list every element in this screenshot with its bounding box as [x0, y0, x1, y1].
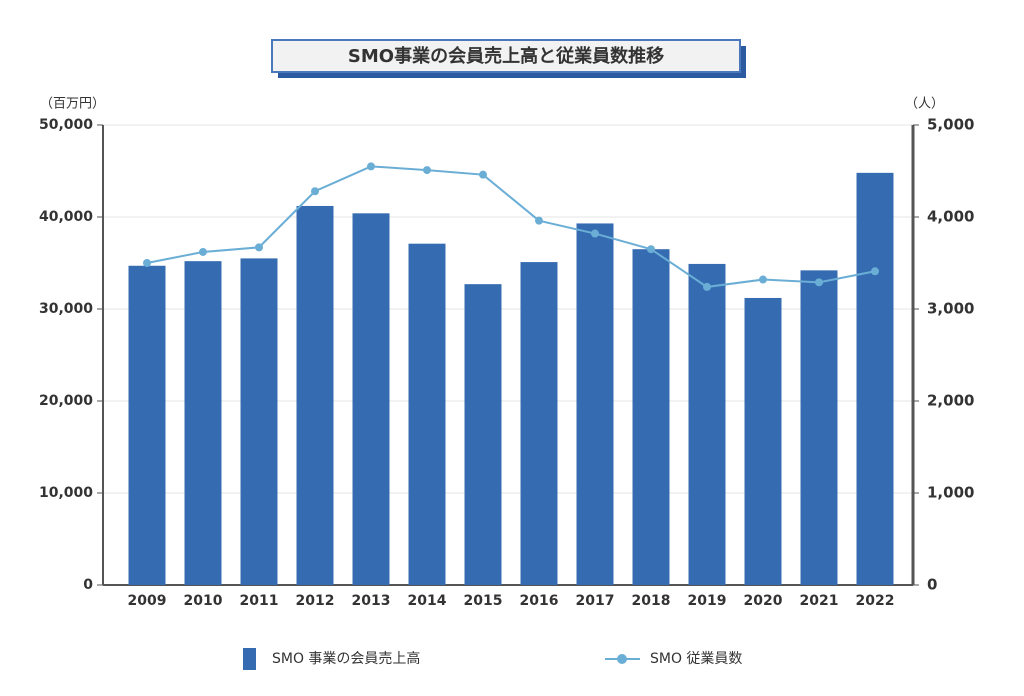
bar: [184, 261, 222, 585]
x-tick-label: 2022: [856, 593, 895, 609]
bar: [296, 205, 334, 585]
x-tick-label: 2012: [296, 593, 335, 609]
y-tick-label: 50,000: [39, 117, 93, 133]
x-tick-label: 2019: [688, 593, 727, 609]
line-point: [871, 267, 879, 276]
y2-tick-label: 2,000: [927, 392, 974, 410]
bar: [744, 297, 782, 585]
y-tick-label: 30,000: [39, 301, 93, 317]
line-point: [479, 170, 487, 179]
line: [146, 165, 876, 288]
legend-label: SMO 従業員数: [650, 651, 742, 667]
line-point: [535, 216, 543, 225]
legend-label: SMO 事業の会員売上高: [272, 650, 420, 667]
line-point: [143, 259, 151, 267]
title-box: [271, 39, 741, 73]
line-point: [647, 245, 655, 254]
x-tick-label: 2021: [800, 593, 839, 609]
bar: [352, 213, 390, 585]
x-tick-label: 2018: [632, 593, 671, 609]
x-tick-label: 2010: [184, 593, 223, 609]
y2-tick-label: 4,000: [927, 208, 974, 226]
y2-axis-label: （人）: [905, 97, 944, 112]
y-tick-label: 0: [83, 577, 93, 593]
x-tick-label: 2017: [576, 593, 615, 609]
line-point: [367, 162, 375, 171]
bar: [520, 262, 558, 585]
y2-tick-label: 1,000: [927, 484, 974, 502]
bar: [856, 172, 894, 585]
line-point: [255, 243, 263, 252]
x-tick-label: 2016: [520, 593, 559, 609]
line-point: [759, 275, 767, 284]
line-point: [311, 187, 319, 196]
x-tick-label: 2011: [240, 593, 279, 609]
bar: [688, 263, 726, 585]
bar: [800, 270, 838, 585]
line-point: [199, 247, 207, 256]
line-point: [423, 166, 431, 175]
bar: [128, 265, 166, 585]
bar: [464, 284, 502, 585]
y-tick-label: 20,000: [39, 393, 93, 409]
y-tick-label: 40,000: [39, 209, 93, 225]
y2-tick-label: 3,000: [927, 300, 974, 318]
bar: [408, 243, 446, 585]
chart-title: SMO事業の会員売上高と従業員数推移: [348, 45, 664, 67]
line-point: [591, 229, 599, 238]
y2-tick-label: 5,000: [927, 116, 974, 134]
bar: [632, 249, 670, 585]
x-tick-label: 2013: [352, 593, 391, 609]
x-tick-label: 2014: [408, 593, 447, 609]
bar: [576, 223, 614, 585]
y2-tick-label: 0: [927, 576, 937, 594]
line-point: [703, 282, 711, 291]
x-tick-label: 2009: [128, 593, 167, 609]
y-axis-label: （百万円）: [40, 97, 105, 112]
y-tick-label: 10,000: [39, 485, 93, 501]
legend-swatch: [617, 654, 627, 664]
x-tick-label: 2015: [464, 593, 503, 609]
bar: [240, 258, 278, 585]
line-point: [815, 278, 823, 287]
x-tick-label: 2020: [744, 593, 783, 609]
legend-swatch: [243, 648, 256, 670]
